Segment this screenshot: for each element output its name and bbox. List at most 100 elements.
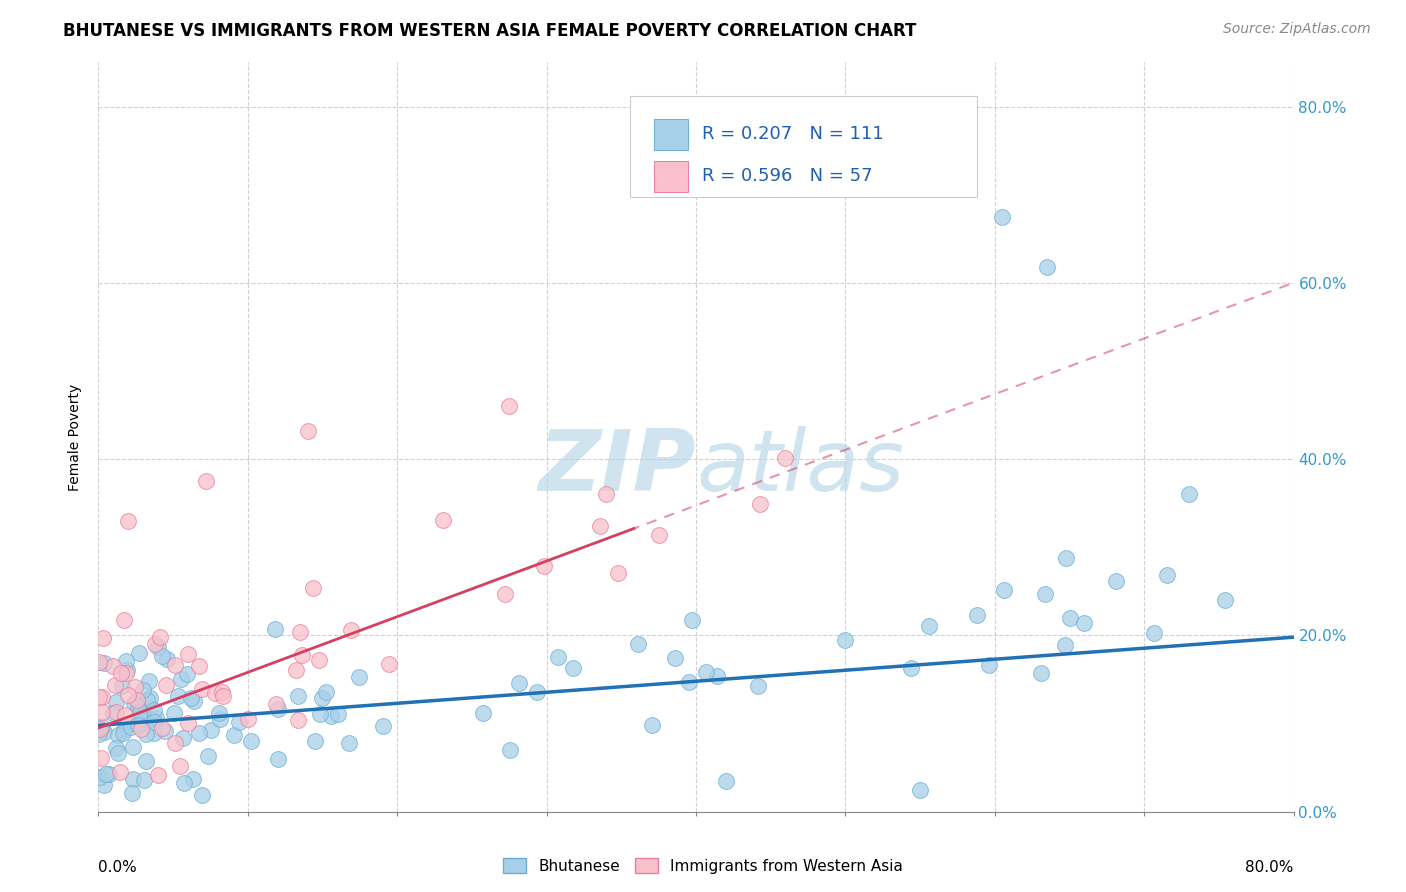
Point [1054,551,1077,566]
Point [183,694,205,708]
Point [297,424,319,438]
Point [211,685,233,699]
Point [87,690,110,704]
Legend: Bhutanese, Immigrants from Western Asia: Bhutanese, Immigrants from Western Asia [496,852,910,880]
Point [149,630,172,644]
Point [337,737,360,751]
Point [472,706,495,721]
Point [287,713,309,727]
Point [155,724,177,739]
Point [347,670,370,684]
Point [1054,638,1077,652]
Point [129,705,152,719]
Point [991,210,1014,224]
Point [747,679,769,693]
Point [706,669,728,683]
Point [266,702,288,716]
Point [1105,574,1128,588]
Point [90,750,112,764]
Point [648,528,671,542]
Point [91,632,114,646]
Point [122,740,145,755]
Point [595,486,617,500]
Point [1213,593,1236,607]
Point [127,717,149,731]
Point [264,622,287,636]
Point [224,728,246,742]
Point [122,772,145,786]
Point [146,768,169,782]
Point [111,679,134,693]
Text: R = 0.596   N = 57: R = 0.596 N = 57 [702,168,873,186]
Point [169,758,191,772]
Point [135,754,157,768]
Point [212,690,235,704]
Point [200,723,222,737]
Point [93,657,115,671]
Point [589,519,612,533]
Point [315,684,337,698]
Point [285,663,308,677]
Point [115,663,138,677]
Point [142,703,165,717]
Point [1059,611,1081,625]
Point [89,770,111,784]
Point [87,655,110,669]
Point [122,696,145,710]
Point [188,726,211,740]
Point [89,723,111,737]
Point [91,705,114,719]
Point [378,657,401,671]
Point [340,623,363,637]
Point [204,686,226,700]
Point [112,723,135,737]
Point [93,725,115,739]
Point [132,708,155,723]
Point [302,581,325,595]
Text: 80.0%: 80.0% [1246,860,1294,875]
Point [172,731,194,745]
Point [311,691,333,706]
Point [176,647,198,661]
Point [117,514,139,528]
Point [121,786,143,800]
Point [135,727,157,741]
Point [167,690,190,704]
Point [108,764,131,779]
Point [142,714,165,729]
Point [918,619,941,633]
Point [533,559,555,574]
Point [834,633,856,648]
Text: Source: ZipAtlas.com: Source: ZipAtlas.com [1223,22,1371,37]
Point [124,681,146,695]
Point [309,706,332,721]
Point [134,772,156,787]
Point [681,613,703,627]
Point [163,735,186,749]
Point [91,690,114,705]
Point [236,712,259,726]
Point [111,726,134,740]
Point [267,752,290,766]
Point [156,652,179,666]
Point [143,637,166,651]
Point [127,699,149,714]
Point [139,690,162,705]
Point [664,651,686,665]
Point [326,707,349,722]
Point [627,637,650,651]
Point [562,661,585,675]
Y-axis label: Female Poverty: Female Poverty [69,384,83,491]
Point [150,648,173,663]
Text: 0.0%: 0.0% [98,860,138,875]
Point [1143,625,1166,640]
Point [977,657,1000,672]
Point [1178,487,1201,501]
Text: ZIP: ZIP [538,425,696,508]
Point [115,654,138,668]
FancyBboxPatch shape [654,119,688,150]
Point [695,665,717,679]
Point [93,778,115,792]
Point [197,749,219,764]
Point [239,733,262,747]
